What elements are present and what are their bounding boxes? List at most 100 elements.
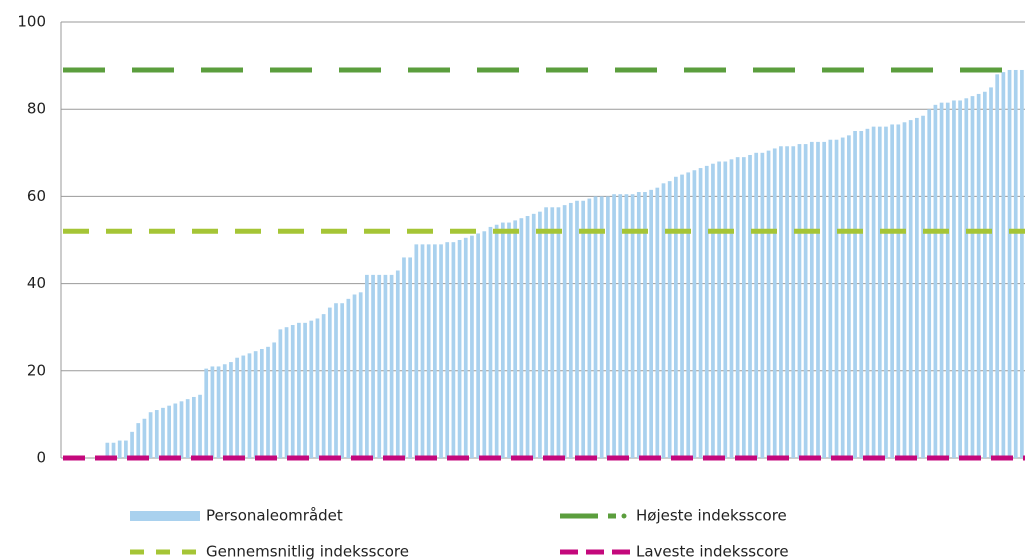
bar	[791, 146, 796, 458]
bar	[266, 346, 270, 458]
bar	[303, 322, 307, 458]
bar	[550, 207, 555, 458]
bar	[840, 137, 845, 459]
bar	[371, 274, 375, 458]
bar	[476, 233, 480, 458]
bar	[142, 418, 147, 458]
bar	[124, 440, 128, 458]
bar	[803, 144, 808, 458]
bar	[253, 351, 258, 458]
bar	[111, 442, 116, 458]
bar	[451, 242, 456, 458]
bar	[612, 194, 616, 458]
bar	[395, 270, 400, 458]
bar	[414, 244, 419, 458]
bar	[667, 181, 672, 458]
bar	[741, 157, 746, 458]
bar	[859, 131, 864, 458]
bar	[1013, 69, 1018, 459]
y-tick-label: 100	[17, 13, 46, 31]
bar	[927, 109, 932, 458]
bar	[995, 74, 1000, 458]
bar	[402, 257, 406, 458]
bar	[334, 303, 338, 458]
y-tick-label: 20	[27, 361, 46, 379]
bar	[278, 329, 283, 458]
bar	[185, 399, 190, 458]
bar	[179, 401, 184, 458]
bar	[921, 115, 925, 459]
bar	[952, 100, 956, 458]
bar	[568, 202, 573, 458]
bar	[599, 196, 604, 458]
bar	[698, 168, 703, 458]
bar	[884, 126, 888, 458]
bar	[482, 231, 487, 458]
bar	[581, 200, 586, 458]
bar	[327, 307, 332, 458]
bar	[297, 322, 301, 458]
bar	[661, 183, 666, 458]
bar	[154, 410, 159, 458]
bar	[340, 303, 345, 458]
bar	[877, 126, 882, 458]
bar	[136, 423, 141, 458]
bar	[192, 396, 196, 458]
bar	[222, 364, 227, 458]
bar	[717, 161, 721, 458]
bar	[915, 117, 919, 459]
bar	[624, 194, 629, 458]
bar	[692, 170, 697, 459]
bar	[247, 353, 252, 458]
bar	[420, 244, 425, 458]
bar	[809, 141, 814, 458]
bar	[519, 218, 524, 458]
bar	[686, 172, 691, 459]
bar	[315, 318, 320, 458]
bar	[500, 222, 505, 458]
bar	[525, 216, 530, 458]
bar	[871, 126, 876, 458]
bar	[383, 274, 388, 458]
bar	[822, 141, 827, 458]
bar	[976, 93, 981, 458]
bar	[284, 327, 289, 458]
bar	[982, 91, 987, 458]
bar	[433, 244, 437, 458]
bar	[1001, 72, 1006, 458]
bar	[445, 242, 450, 458]
legend-marker	[621, 513, 627, 519]
bar	[816, 141, 820, 458]
bar	[235, 357, 239, 458]
bar	[575, 200, 579, 458]
bar	[210, 366, 215, 458]
bar	[655, 187, 660, 458]
bar	[587, 198, 592, 458]
bar	[939, 102, 944, 458]
bar	[544, 207, 548, 458]
bar	[507, 222, 511, 458]
bar	[148, 412, 153, 458]
bar	[408, 257, 412, 458]
legend-label: Personaleområdet	[206, 507, 343, 525]
bar	[748, 154, 752, 459]
bar	[513, 220, 518, 458]
bar	[531, 213, 536, 458]
bar	[167, 405, 171, 458]
bar	[204, 368, 209, 458]
legend-label: Højeste indeksscore	[636, 507, 787, 525]
bar	[674, 176, 678, 458]
bar	[426, 244, 431, 458]
bar	[853, 131, 857, 458]
bar	[847, 135, 851, 459]
bar	[945, 102, 950, 458]
bar	[760, 152, 765, 459]
bar	[865, 128, 870, 458]
bar	[680, 174, 684, 458]
legend-label: Gennemsnitlig indeksscore	[206, 543, 409, 560]
bar	[964, 98, 969, 459]
bar	[389, 274, 394, 458]
bar	[630, 194, 635, 458]
bar	[735, 157, 740, 458]
bar	[365, 274, 369, 458]
